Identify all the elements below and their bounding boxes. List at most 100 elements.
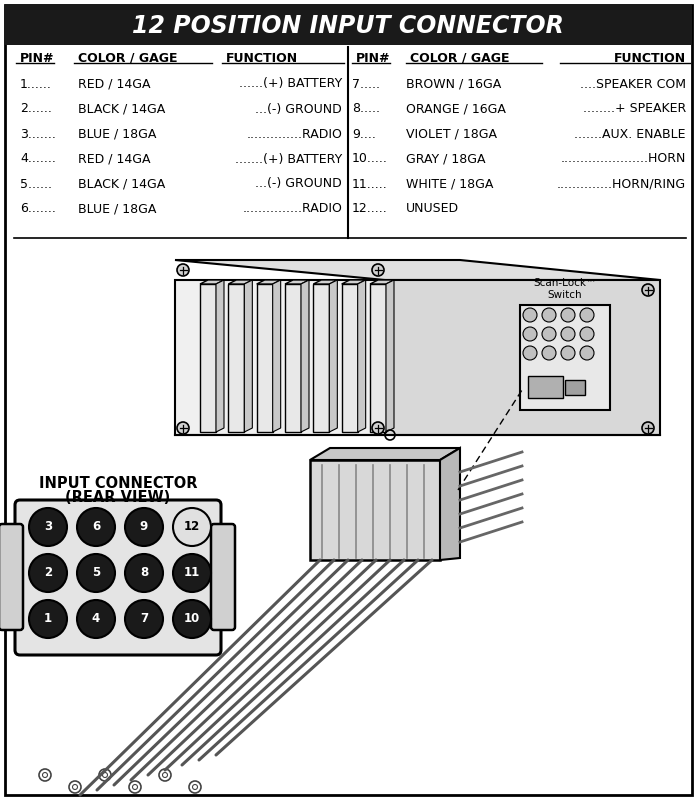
Text: 1: 1	[44, 613, 52, 626]
Text: 12: 12	[184, 521, 200, 534]
Polygon shape	[358, 280, 366, 432]
Polygon shape	[229, 284, 245, 432]
Text: BLACK / 14GA: BLACK / 14GA	[78, 102, 165, 115]
Circle shape	[77, 508, 115, 546]
Text: ORANGE / 16GA: ORANGE / 16GA	[406, 102, 506, 115]
Text: 5: 5	[92, 566, 100, 579]
Text: RED / 14GA: RED / 14GA	[78, 78, 151, 90]
Circle shape	[523, 346, 537, 360]
Text: WHITE / 18GA: WHITE / 18GA	[406, 178, 493, 190]
Bar	[440, 510, 458, 520]
Circle shape	[177, 422, 189, 434]
Circle shape	[125, 554, 163, 592]
Circle shape	[580, 346, 594, 360]
FancyBboxPatch shape	[0, 524, 23, 630]
Circle shape	[523, 327, 537, 341]
Polygon shape	[245, 280, 252, 432]
Polygon shape	[386, 280, 394, 432]
Text: 9: 9	[140, 521, 148, 534]
Polygon shape	[314, 284, 330, 432]
FancyBboxPatch shape	[15, 500, 221, 655]
Circle shape	[29, 508, 67, 546]
Bar	[565, 380, 585, 395]
Text: ..............HORN/RING: ..............HORN/RING	[557, 178, 686, 190]
Text: 8.....: 8.....	[352, 102, 380, 115]
Text: VIOLET / 18GA: VIOLET / 18GA	[406, 127, 497, 141]
Text: ...(-) GROUND: ...(-) GROUND	[255, 178, 342, 190]
Text: Scan-Lock™
Switch: Scan-Lock™ Switch	[533, 278, 597, 300]
Text: 8: 8	[140, 566, 148, 579]
Text: ...............RADIO: ...............RADIO	[242, 202, 342, 215]
Circle shape	[125, 508, 163, 546]
Text: 12.....: 12.....	[352, 202, 388, 215]
Text: BROWN / 16GA: BROWN / 16GA	[406, 78, 501, 90]
Circle shape	[542, 308, 556, 322]
Circle shape	[561, 327, 575, 341]
Polygon shape	[342, 280, 366, 284]
Text: ..............RADIO: ..............RADIO	[246, 127, 342, 141]
Text: 11: 11	[184, 566, 200, 579]
Text: 6: 6	[92, 521, 100, 534]
Circle shape	[372, 264, 384, 276]
Bar	[310, 460, 440, 560]
Text: 7: 7	[140, 613, 148, 626]
Polygon shape	[310, 448, 460, 460]
Text: BLUE / 18GA: BLUE / 18GA	[78, 127, 156, 141]
Text: PIN#: PIN#	[20, 51, 54, 65]
Text: .......(+) BATTERY: .......(+) BATTERY	[235, 153, 342, 166]
Circle shape	[542, 346, 556, 360]
Text: 4.......: 4.......	[20, 153, 56, 166]
Text: UNUSED: UNUSED	[406, 202, 459, 215]
Circle shape	[642, 284, 654, 296]
Text: ....SPEAKER COM: ....SPEAKER COM	[580, 78, 686, 90]
Text: 1......: 1......	[20, 78, 52, 90]
Text: ...(-) GROUND: ...(-) GROUND	[255, 102, 342, 115]
Polygon shape	[200, 284, 216, 432]
Text: 2: 2	[44, 566, 52, 579]
Circle shape	[561, 346, 575, 360]
Polygon shape	[216, 280, 224, 432]
Circle shape	[561, 308, 575, 322]
Polygon shape	[256, 280, 281, 284]
Polygon shape	[200, 280, 224, 284]
Text: 10: 10	[184, 613, 200, 626]
Circle shape	[29, 554, 67, 592]
Text: 5......: 5......	[20, 178, 52, 190]
Circle shape	[77, 554, 115, 592]
Text: ......................HORN: ......................HORN	[560, 153, 686, 166]
Polygon shape	[273, 280, 281, 432]
Text: COLOR / GAGE: COLOR / GAGE	[410, 51, 510, 65]
Circle shape	[173, 508, 211, 546]
Text: BLACK / 14GA: BLACK / 14GA	[78, 178, 165, 190]
Polygon shape	[285, 280, 309, 284]
Polygon shape	[370, 284, 386, 432]
Text: BLUE / 18GA: BLUE / 18GA	[78, 202, 156, 215]
Circle shape	[77, 600, 115, 638]
Text: RED / 14GA: RED / 14GA	[78, 153, 151, 166]
Text: FUNCTION: FUNCTION	[614, 51, 686, 65]
Bar	[528, 376, 563, 398]
Polygon shape	[440, 448, 460, 560]
Circle shape	[642, 422, 654, 434]
Bar	[440, 480, 458, 508]
Text: ........+ SPEAKER: ........+ SPEAKER	[583, 102, 686, 115]
Text: PIN#: PIN#	[356, 51, 390, 65]
Text: GRAY / 18GA: GRAY / 18GA	[406, 153, 486, 166]
Polygon shape	[175, 260, 660, 280]
Polygon shape	[370, 280, 394, 284]
Bar	[520, 305, 610, 410]
Polygon shape	[314, 280, 337, 284]
Text: ......(+) BATTERY: ......(+) BATTERY	[239, 78, 342, 90]
Polygon shape	[342, 284, 358, 432]
Circle shape	[372, 422, 384, 434]
Text: FUNCTION: FUNCTION	[226, 51, 298, 65]
Text: 4: 4	[92, 613, 100, 626]
FancyBboxPatch shape	[211, 524, 235, 630]
Text: 12 POSITION INPUT CONNECTOR: 12 POSITION INPUT CONNECTOR	[132, 14, 564, 38]
Circle shape	[580, 327, 594, 341]
Text: INPUT CONNECTOR: INPUT CONNECTOR	[39, 475, 197, 490]
Text: 11.....: 11.....	[352, 178, 388, 190]
Text: (REAR VIEW): (REAR VIEW)	[66, 490, 171, 505]
Circle shape	[173, 600, 211, 638]
Polygon shape	[175, 280, 385, 435]
